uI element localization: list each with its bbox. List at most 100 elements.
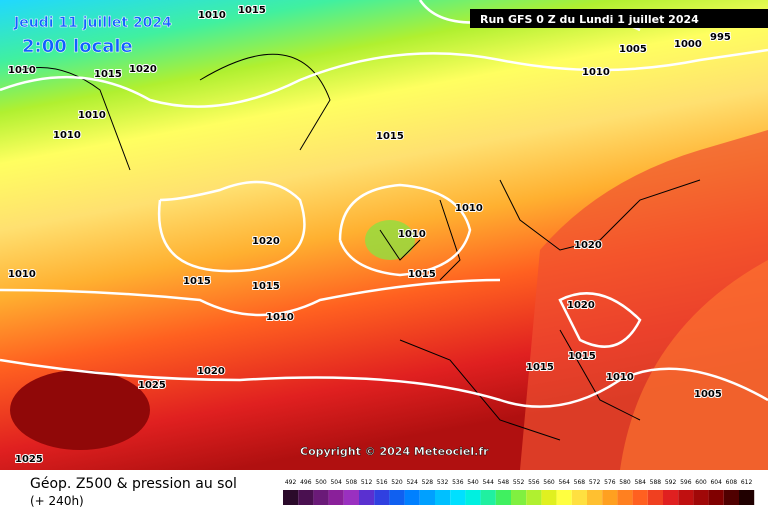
scale-label: 560: [543, 479, 555, 486]
scale-label: 528: [422, 479, 434, 486]
scale-label: 500: [315, 479, 327, 486]
scale-label: 604: [710, 479, 722, 486]
isobar-label: 1010: [398, 229, 426, 240]
scale-label: 612: [741, 479, 753, 486]
isobar-label: 995: [710, 32, 731, 43]
isobar-label: 1015: [252, 281, 280, 292]
isobar-label: 1010: [78, 110, 106, 121]
isobar-label: 1005: [619, 44, 647, 55]
scale-label: 548: [498, 479, 510, 486]
scale-swatch: [708, 490, 724, 505]
warm-core: [10, 370, 150, 450]
warm-area: [620, 260, 768, 470]
scale-label: 564: [558, 479, 570, 486]
scale-swatch: [526, 490, 542, 505]
isobar-label: 1005: [694, 389, 722, 400]
scale-swatch: [419, 490, 435, 505]
scale-swatch: [678, 490, 694, 505]
scale-label: 596: [680, 479, 692, 486]
isobar-label: 1015: [568, 351, 596, 362]
scale-label: 600: [695, 479, 707, 486]
isobar-label: 1010: [53, 130, 81, 141]
scale-label: 492: [285, 479, 297, 486]
isobar-label: 1020: [252, 236, 280, 247]
scale-label: 608: [726, 479, 738, 486]
scale-label: 592: [665, 479, 677, 486]
isobar-label: 1020: [129, 64, 157, 75]
scale-swatch: [617, 490, 633, 505]
cool-core: [365, 220, 415, 260]
isobar: [0, 48, 768, 108]
scale-swatch: [663, 490, 679, 505]
scale-swatch: [313, 490, 329, 505]
scale-swatch: [723, 490, 739, 505]
isobar-label: 1020: [574, 240, 602, 251]
forecast-time: 2:00 locale: [22, 36, 133, 57]
isobar-label: 1010: [266, 312, 294, 323]
scale-swatch: [404, 490, 420, 505]
scale-swatch: [359, 490, 375, 505]
scale-label: 568: [574, 479, 586, 486]
scale-swatch: [343, 490, 359, 505]
scale-label: 580: [619, 479, 631, 486]
isobar-label: 1015: [408, 269, 436, 280]
scale-swatch: [556, 490, 572, 505]
scale-label: 524: [406, 479, 418, 486]
scale-label: 584: [634, 479, 646, 486]
isobar-label: 1025: [15, 454, 43, 465]
scale-swatch: [450, 490, 466, 505]
scale-swatch: [328, 490, 344, 505]
scale-swatch: [374, 490, 390, 505]
isobar-label: 1015: [183, 276, 211, 287]
isobar-label: 1020: [567, 300, 595, 311]
scale-label: 556: [528, 479, 540, 486]
scale-label: 536: [452, 479, 464, 486]
scale-label: 544: [482, 479, 494, 486]
scale-label: 552: [513, 479, 525, 486]
scale-swatch: [602, 490, 618, 505]
scale-swatch: [739, 490, 755, 505]
isobar: [338, 183, 472, 277]
isobar-label: 1010: [8, 65, 36, 76]
scale-swatch: [632, 490, 648, 505]
isobar-label: 1000: [674, 39, 702, 50]
scale-swatch: [283, 490, 299, 505]
scale-swatch: [511, 490, 527, 505]
coastline: [19, 53, 701, 441]
isobar: [0, 278, 501, 317]
isobar-label: 1010: [606, 372, 634, 383]
scale-swatch: [693, 490, 709, 505]
isobar-label: 1025: [138, 380, 166, 391]
isobar-label: 1010: [198, 10, 226, 21]
isobar: [0, 358, 768, 408]
scale-label: 512: [361, 479, 373, 486]
scale-swatch: [465, 490, 481, 505]
isobar-label: 1020: [197, 366, 225, 377]
lead-time: (+ 240h): [30, 494, 84, 508]
scale-swatch: [480, 490, 496, 505]
scale-label: 520: [391, 479, 403, 486]
scale-swatch: [495, 490, 511, 505]
scale-label: 588: [650, 479, 662, 486]
scale-label: 576: [604, 479, 616, 486]
isobar-label: 1015: [376, 131, 404, 142]
scale-label: 532: [437, 479, 449, 486]
scale-label: 516: [376, 479, 388, 486]
isobar-label: 1015: [94, 69, 122, 80]
scale-swatch: [389, 490, 405, 505]
legend-title: Géop. Z500 & pression au sol: [30, 476, 237, 492]
scale-swatch: [647, 490, 663, 505]
scale-label: 540: [467, 479, 479, 486]
run-info: Run GFS 0 Z du Lundi 1 juillet 2024: [480, 13, 699, 26]
scale-label: 496: [300, 479, 312, 486]
scale-label: 508: [346, 479, 358, 486]
isobar-label: 1010: [455, 203, 483, 214]
scale-label: 504: [330, 479, 342, 486]
scale-swatch: [298, 490, 314, 505]
scale-swatch: [435, 490, 451, 505]
scale-label: 572: [589, 479, 601, 486]
scale-swatch: [541, 490, 557, 505]
scale-swatch: [587, 490, 603, 505]
forecast-date: Jeudi 11 juillet 2024: [13, 15, 172, 31]
isobar-label: 1010: [582, 67, 610, 78]
